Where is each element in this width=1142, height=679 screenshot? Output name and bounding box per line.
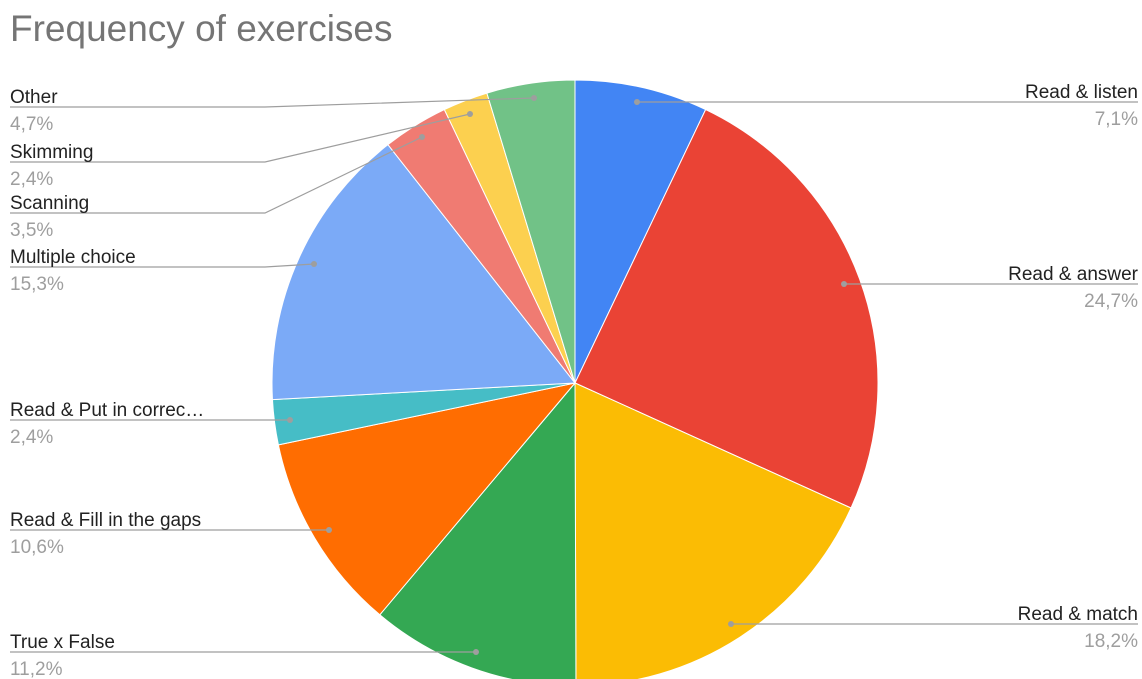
leader-line-10 bbox=[10, 97, 535, 108]
slice-label-7: Multiple choice bbox=[10, 247, 136, 268]
pie-slice-4 bbox=[379, 381, 577, 679]
slice-label-9: Skimming bbox=[10, 142, 93, 163]
slice-label-3: Read & match bbox=[1018, 604, 1138, 625]
leader-dot-2 bbox=[841, 281, 847, 287]
pie-slice-3 bbox=[574, 382, 852, 679]
slice-label-1: Read & listen bbox=[1025, 82, 1138, 103]
leader-dot-10 bbox=[531, 95, 537, 101]
pie-slices bbox=[271, 79, 879, 679]
slice-label-2: Read & answer bbox=[1008, 264, 1139, 285]
slice-value-4: 11,2% bbox=[10, 659, 63, 679]
slice-value-7: 15,3% bbox=[10, 274, 64, 295]
leader-dot-5 bbox=[326, 527, 332, 533]
pie-slice-1 bbox=[574, 79, 707, 384]
slice-label-5: Read & Fill in the gaps bbox=[10, 510, 201, 531]
leader-dot-8 bbox=[419, 134, 425, 140]
chart-title: Frequency of exercises bbox=[10, 8, 393, 49]
slice-label-4: True x False bbox=[10, 632, 115, 653]
slice-label-6: Read & Put in correc… bbox=[10, 400, 204, 421]
pie-labels: Read & listen 7,1% Read & answer 24,7% Read … bbox=[10, 82, 1139, 679]
slice-value-6: 2,4% bbox=[10, 427, 53, 448]
pie-slice-5 bbox=[277, 382, 577, 616]
slice-label-8: Scanning bbox=[10, 193, 89, 214]
slice-label-10: Other bbox=[10, 87, 58, 108]
slice-value-9: 2,4% bbox=[10, 169, 53, 190]
leader-line-8 bbox=[10, 136, 423, 214]
slice-value-10: 4,7% bbox=[10, 114, 53, 135]
leader-line-7 bbox=[10, 263, 315, 268]
pie-slice-2 bbox=[574, 108, 879, 509]
leader-dot-3 bbox=[728, 621, 734, 627]
slice-value-1: 7,1% bbox=[1095, 109, 1138, 130]
pie-slice-10 bbox=[486, 79, 576, 384]
leader-dot-1 bbox=[634, 99, 640, 105]
leader-line-9 bbox=[10, 113, 471, 163]
leader-dot-9 bbox=[467, 111, 473, 117]
slice-value-8: 3,5% bbox=[10, 220, 53, 241]
leader-dot-4 bbox=[473, 649, 479, 655]
slice-value-5: 10,6% bbox=[10, 537, 64, 558]
slice-value-2: 24,7% bbox=[1084, 291, 1138, 312]
slice-value-3: 18,2% bbox=[1084, 631, 1138, 652]
leader-dot-7 bbox=[311, 261, 317, 267]
leader-dot-6 bbox=[287, 417, 293, 423]
